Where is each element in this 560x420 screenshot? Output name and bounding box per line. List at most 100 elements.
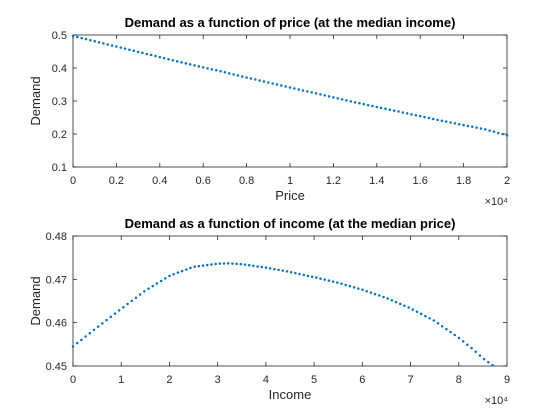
- data-point: [185, 268, 188, 271]
- data-point: [197, 264, 201, 268]
- data-point: [315, 276, 318, 279]
- data-point: [375, 105, 379, 109]
- data-point: [71, 345, 75, 348]
- data-point: [352, 286, 356, 289]
- plot-frame: [72, 34, 508, 168]
- x-tick-label: 0.6: [196, 175, 211, 187]
- data-point: [256, 265, 259, 268]
- x-tick-label: 0: [70, 175, 76, 187]
- data-point: [453, 122, 457, 125]
- data-point: [310, 91, 313, 94]
- data-point: [180, 61, 183, 64]
- data-point: [141, 51, 144, 55]
- data-point: [471, 125, 474, 129]
- data-point: [275, 83, 279, 86]
- data-point: [466, 343, 469, 347]
- data-point: [122, 305, 125, 309]
- data-point: [462, 123, 465, 127]
- data-point: [76, 35, 79, 39]
- data-point: [226, 262, 230, 265]
- data-point: [314, 92, 318, 95]
- data-point: [117, 309, 121, 312]
- data-point: [505, 134, 509, 137]
- data-point: [138, 293, 142, 296]
- data-point: [288, 86, 292, 89]
- data-point: [458, 122, 461, 126]
- data-point: [440, 324, 444, 328]
- data-point: [403, 304, 406, 307]
- data-point: [419, 312, 423, 316]
- data-point: [289, 270, 293, 274]
- data-point: [466, 124, 470, 128]
- data-point: [482, 357, 486, 361]
- y-tick-label: 0.2: [52, 129, 67, 141]
- data-point: [159, 279, 163, 283]
- data-point: [340, 282, 343, 285]
- data-point: [175, 60, 179, 63]
- x-tick-label: 8: [456, 374, 462, 386]
- data-point: [115, 45, 118, 48]
- subplot-2: 0 1 2 3 4 5 6 7 8 9 0.45 0.46 0.47 0.48 Demand as a fu…: [28, 216, 510, 407]
- data-point: [388, 108, 392, 111]
- data-point: [453, 333, 457, 337]
- data-point: [331, 280, 335, 283]
- y-tick-label: 0.4: [52, 63, 67, 75]
- data-point: [239, 262, 243, 266]
- data-point: [284, 85, 287, 88]
- x-exponent-label: ×10⁴: [485, 395, 509, 407]
- data-point: [241, 75, 244, 78]
- data-point: [280, 84, 283, 87]
- data-point: [80, 36, 83, 40]
- data-point: [201, 66, 205, 69]
- data-point: [210, 263, 213, 266]
- data-point: [294, 271, 297, 275]
- data-point: [80, 338, 83, 342]
- plot-frame: [72, 235, 508, 367]
- data-point: [273, 267, 276, 271]
- data-point: [132, 49, 136, 53]
- data-point: [281, 269, 285, 272]
- series-1: [71, 34, 509, 137]
- y-tick-label: 0.1: [52, 162, 67, 174]
- y-tick-label: 0.46: [46, 318, 67, 330]
- data-point: [336, 97, 339, 100]
- subplot-1: 0 0.2 0.4 0.6 0.8 1 1.2 1.4 1.6 1.8 2 0.1 0.2 0.3 0.4 0…: [28, 15, 510, 208]
- data-point: [361, 288, 364, 292]
- data-point: [302, 273, 305, 277]
- x-tick-label: 1.8: [456, 175, 471, 187]
- data-point: [222, 262, 226, 265]
- data-point: [432, 319, 436, 322]
- y-tick-label: 0.47: [46, 274, 67, 286]
- data-point: [397, 110, 400, 113]
- data-point: [102, 42, 105, 45]
- data-point: [119, 46, 122, 49]
- data-point: [249, 77, 253, 80]
- data-point: [96, 325, 100, 328]
- data-point: [126, 302, 129, 306]
- data-point: [151, 284, 154, 288]
- data-point: [88, 331, 92, 335]
- data-point: [449, 330, 452, 334]
- data-point: [254, 78, 257, 81]
- data-point: [189, 266, 192, 270]
- y-tick-label: 0.5: [52, 30, 67, 42]
- data-point: [236, 74, 240, 77]
- data-point: [319, 277, 322, 280]
- x-tick-label: 9: [504, 374, 510, 386]
- data-point: [84, 37, 88, 41]
- data-point: [484, 128, 487, 131]
- data-point: [243, 263, 247, 266]
- y-tick-label: 0.45: [46, 361, 67, 373]
- data-point: [392, 109, 396, 112]
- data-point: [405, 112, 409, 115]
- data-point: [378, 294, 381, 297]
- x-exponent-label: ×10⁴: [485, 196, 509, 208]
- data-point: [487, 360, 490, 364]
- data-point: [298, 272, 301, 276]
- data-point: [479, 127, 483, 130]
- data-point: [264, 266, 268, 269]
- x-axis-label: Price: [275, 188, 305, 203]
- data-point: [478, 354, 482, 357]
- data-point: [431, 117, 435, 121]
